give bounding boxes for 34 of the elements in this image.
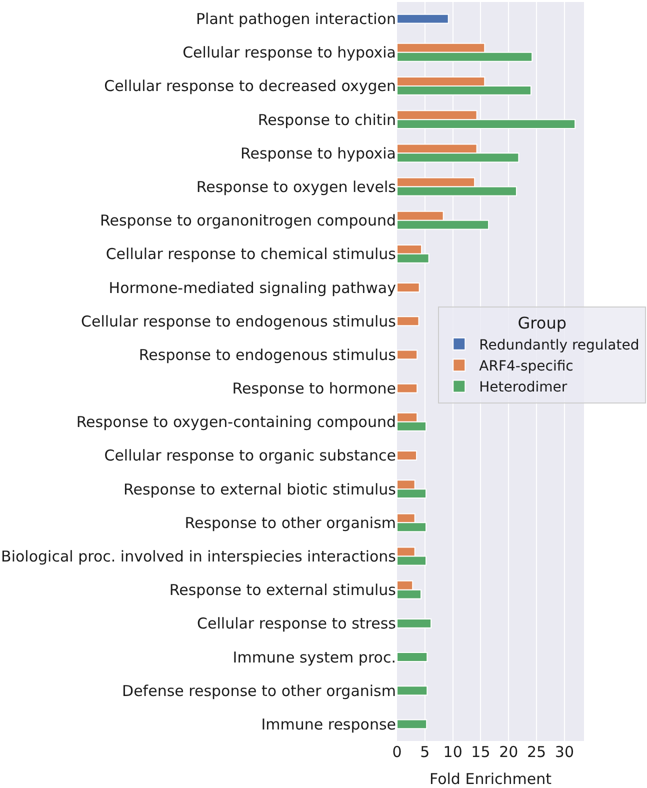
y-tick-label: Response to chitin xyxy=(258,110,396,129)
x-tick-label: 20 xyxy=(499,743,518,761)
y-tick-label: Response to external stimulus xyxy=(169,581,396,600)
y-tick-label: Immune system proc. xyxy=(232,648,396,666)
y-tick-label: Response to organonitrogen compound xyxy=(100,212,396,230)
legend-title: Group xyxy=(518,313,566,332)
x-tick-label: 15 xyxy=(471,743,490,761)
y-tick-label: Response to hypoxia xyxy=(240,144,396,162)
y-tick-label: Cellular response to endogenous stimulus xyxy=(81,312,396,330)
x-tick-label: 0 xyxy=(392,743,402,761)
x-tick-label: 25 xyxy=(527,743,546,761)
legend-label: Redundantly regulated xyxy=(479,337,640,354)
y-tick-label: Immune response xyxy=(261,715,396,734)
y-tick-label: Response to hormone xyxy=(232,380,396,398)
y-tick-label: Response to oxygen levels xyxy=(196,178,396,196)
legend-label: ARF4-specific xyxy=(479,358,574,375)
y-tick-label: Cellular response to hypoxia xyxy=(182,44,396,62)
y-tick-label: Defense response to other organism xyxy=(122,682,396,700)
x-axis-title: Fold Enrichment xyxy=(429,770,552,788)
x-tick-label: 10 xyxy=(443,743,462,761)
y-tick-label: Cellular response to chemical stimulus xyxy=(106,245,396,264)
y-tick-label: Response to oxygen-containing compound xyxy=(76,413,396,432)
y-tick-label: Response to endogenous stimulus xyxy=(138,346,396,364)
x-tick-label: 5 xyxy=(420,743,430,761)
y-tick-label: Response to other organism xyxy=(184,514,396,532)
y-tick-label: Response to external biotic stimulus xyxy=(123,480,396,498)
legend-label: Heterodimer xyxy=(479,380,568,396)
y-tick-label: Hormone-mediated signaling pathway xyxy=(108,278,396,297)
y-tick-label: Cellular response to decreased oxygen xyxy=(104,77,396,96)
y-tick-label: Cellular response to organic substance xyxy=(104,446,396,465)
x-tick-label: 30 xyxy=(554,743,574,761)
y-tick-label: Plant pathogen interaction xyxy=(196,10,396,28)
y-tick-label: Biological proc. involved in interspiecies interactions xyxy=(1,548,396,566)
y-tick-label: Cellular response to stress xyxy=(197,614,396,633)
